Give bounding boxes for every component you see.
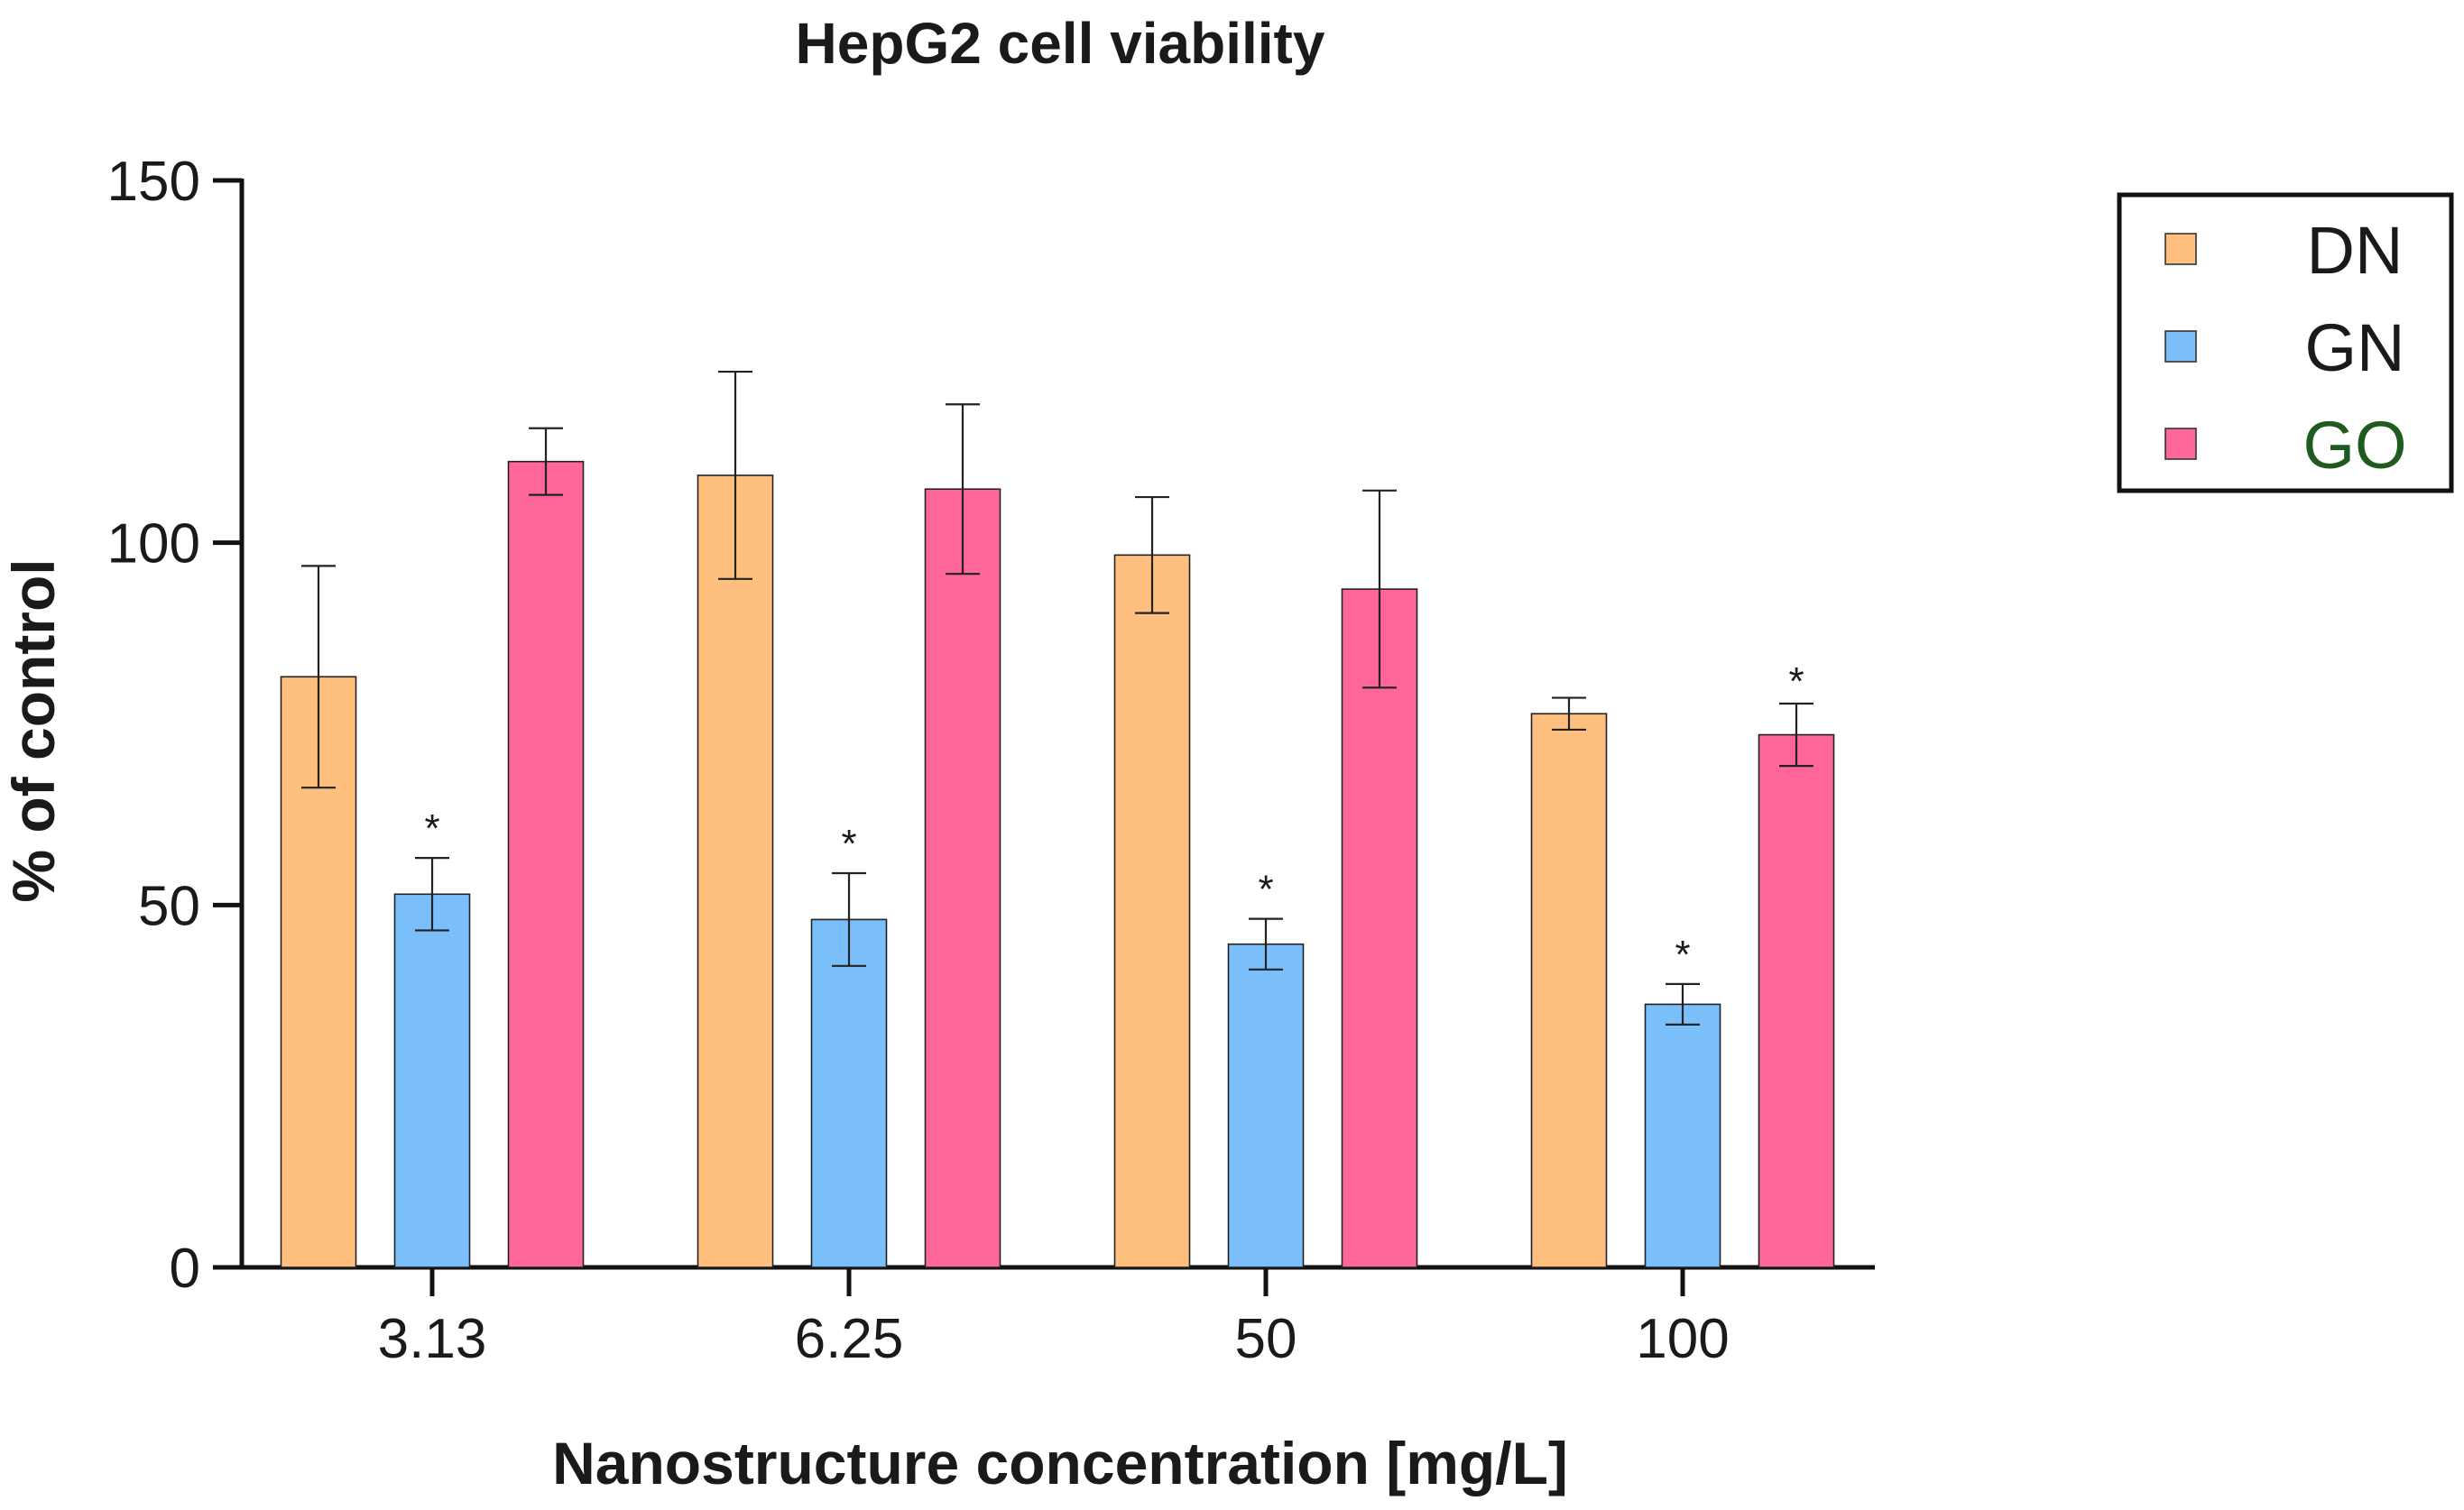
bar-go-50 — [1341, 588, 1418, 1268]
bar-go-3-13 — [507, 460, 585, 1268]
legend-swatch-go — [2164, 428, 2197, 460]
x-axis-title: Nanostructure concentration [mg/L] — [552, 1430, 1568, 1496]
bar-go-6-25 — [924, 488, 1001, 1268]
y-axis-title: % of control — [0, 558, 67, 902]
x-tick-label: 50 — [1235, 1308, 1297, 1370]
bar-gn-3-13 — [393, 893, 471, 1268]
y-tick-label: 50 — [138, 875, 200, 937]
y-tick-label: 100 — [107, 513, 200, 575]
bar-dn-6-25 — [697, 474, 774, 1268]
y-tick-label: 0 — [170, 1238, 200, 1300]
plot-area: 0 50 100 150 3.13 * 6.25 * 50 * 100 * * — [107, 151, 1875, 1370]
legend-swatch-gn — [2164, 330, 2197, 363]
significance-marker: * — [1258, 868, 1273, 912]
bar-dn-50 — [1113, 554, 1191, 1268]
legend: DN GN GO — [2117, 192, 2454, 493]
chart-title: HepG2 cell viability — [796, 11, 1325, 76]
bar-dn-100 — [1530, 713, 1608, 1268]
significance-marker: * — [1788, 659, 1804, 704]
bar-go-100 — [1758, 733, 1835, 1268]
x-tick-label: 6.25 — [795, 1308, 904, 1370]
legend-label-go: GO — [2303, 408, 2406, 483]
bar-gn-100 — [1644, 1003, 1721, 1268]
bar-gn-50 — [1227, 943, 1305, 1268]
legend-label-dn: DN — [2307, 213, 2404, 288]
x-tick-label: 100 — [1636, 1308, 1729, 1370]
significance-marker: * — [424, 806, 439, 851]
x-tick-label: 3.13 — [378, 1308, 487, 1370]
significance-marker: * — [841, 822, 856, 866]
bar-gn-6-25 — [810, 918, 888, 1268]
legend-swatch-dn — [2164, 233, 2197, 265]
legend-label-gn: GN — [2305, 310, 2405, 385]
y-tick-label: 150 — [107, 151, 200, 213]
significance-marker: * — [1675, 933, 1690, 977]
